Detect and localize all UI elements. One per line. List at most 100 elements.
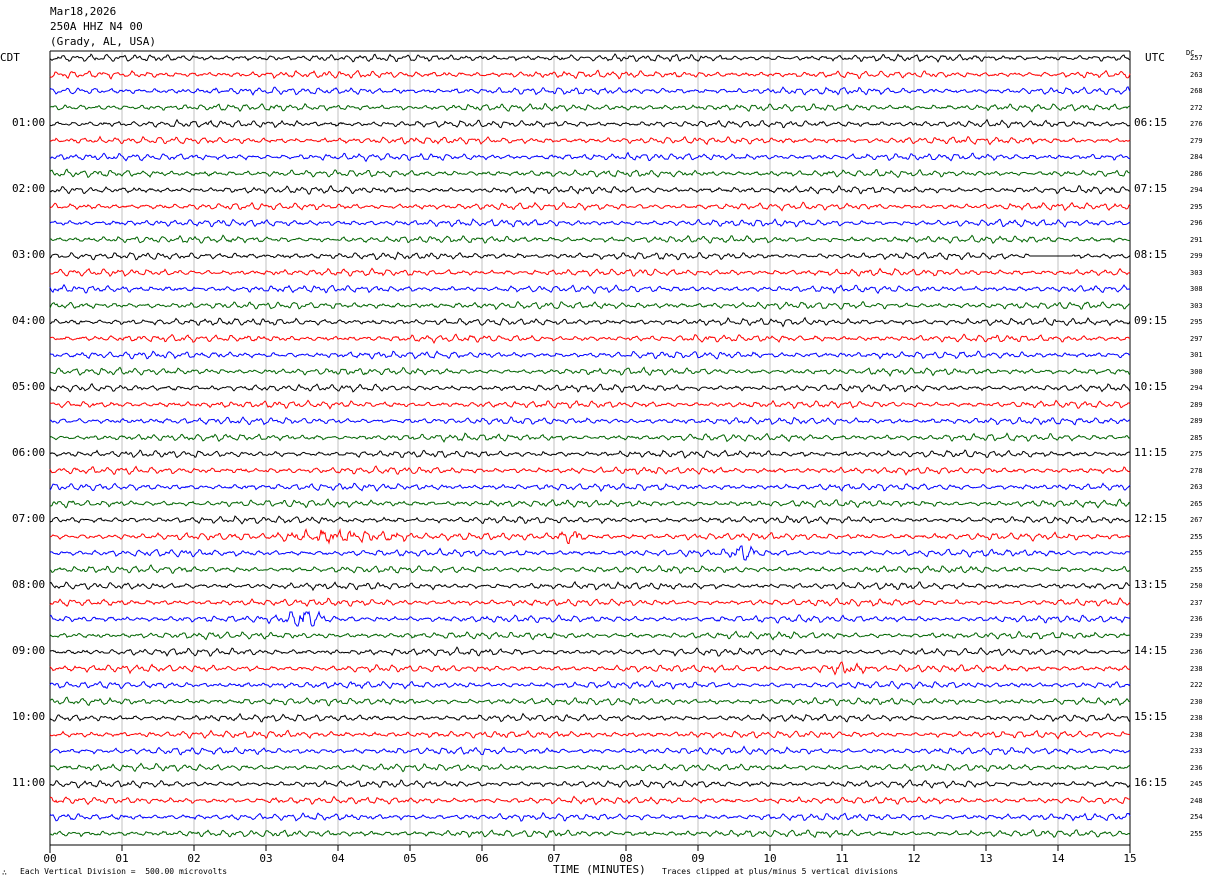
seismic-trace — [49, 383, 1131, 393]
dc-offset-value: 299 — [1190, 252, 1203, 260]
dc-offset-value: 254 — [1190, 813, 1203, 821]
x-tick-label: 08 — [619, 852, 632, 865]
dc-offset-value: 295 — [1190, 202, 1203, 211]
dc-offset-value: 248 — [1190, 796, 1203, 805]
dc-offset-value: 263 — [1190, 483, 1203, 491]
right-hour-label: 14:15 — [1134, 644, 1168, 657]
seismic-trace — [49, 811, 1131, 822]
seismic-trace — [49, 515, 1131, 525]
seismic-trace — [49, 829, 1131, 839]
x-tick-label: 02 — [187, 852, 200, 865]
dc-offset-value: 275 — [1190, 450, 1203, 458]
right-hour-label: 11:15 — [1134, 446, 1168, 459]
dc-offset-value: 294 — [1190, 186, 1203, 194]
dc-offset-value: 239 — [1190, 631, 1203, 640]
right-hour-label: 08:15 — [1134, 248, 1168, 261]
x-tick-label: 09 — [691, 852, 704, 865]
left-timezone-label: CDT — [0, 51, 20, 64]
left-hour-label: 11:00 — [12, 776, 46, 789]
left-hour-label: 02:00 — [12, 182, 46, 195]
seismic-trace — [49, 580, 1131, 592]
dc-offset-value: 245 — [1190, 780, 1203, 788]
seismic-trace — [49, 399, 1131, 410]
right-hour-label: 15:15 — [1134, 710, 1168, 723]
x-tick-label: 00 — [43, 852, 56, 865]
seismic-trace — [49, 661, 1131, 676]
seismic-trace — [49, 465, 1131, 476]
x-tick-label: 14 — [1051, 852, 1065, 865]
seismic-trace — [49, 680, 1131, 690]
seismic-trace — [49, 597, 1131, 607]
right-hour-label: 16:15 — [1134, 776, 1168, 789]
dc-offset-value: 272 — [1190, 103, 1203, 112]
dc-offset-value: 289 — [1190, 417, 1203, 425]
seismic-trace — [49, 366, 1131, 378]
dc-offset-value: 238 — [1190, 714, 1203, 722]
seismic-trace — [49, 135, 1131, 146]
dc-offset-value: 276 — [1190, 120, 1203, 128]
dc-offset-value: 285 — [1190, 433, 1203, 442]
seismic-trace — [49, 564, 1131, 575]
seismic-trace — [49, 102, 1131, 113]
seismic-trace — [49, 333, 1131, 344]
left-hour-label: 04:00 — [12, 314, 46, 327]
header-date: Mar18,2026 — [50, 5, 117, 18]
seismic-trace — [49, 234, 1131, 244]
x-tick-label: 05 — [403, 852, 416, 865]
dc-offset-value: 236 — [1190, 763, 1203, 772]
dc-offset-value: 257 — [1190, 54, 1203, 62]
seismic-trace — [49, 251, 1131, 261]
dc-label: DC — [1186, 49, 1195, 57]
dc-offset-value: 255 — [1190, 565, 1203, 574]
dc-offset-value: 297 — [1190, 334, 1203, 343]
dc-offset-value: 294 — [1190, 384, 1203, 392]
seismic-trace — [49, 118, 1131, 129]
dc-offset-value: 255 — [1190, 549, 1203, 557]
dc-offset-value: 301 — [1190, 351, 1203, 359]
dc-offset-value: 236 — [1190, 615, 1203, 623]
left-hour-label: 05:00 — [12, 380, 46, 393]
seismic-trace — [49, 201, 1131, 212]
seismic-trace — [50, 267, 1131, 278]
dc-offset-value: 291 — [1190, 235, 1203, 244]
right-hour-label: 13:15 — [1134, 578, 1168, 591]
x-tick-label: 10 — [763, 852, 776, 865]
seismic-trace — [49, 416, 1131, 426]
right-hour-label: 12:15 — [1134, 512, 1168, 525]
clip-note: Traces clipped at plus/minus 5 vertical … — [662, 867, 899, 876]
seismic-trace — [49, 53, 1131, 63]
x-tick-label: 15 — [1123, 852, 1136, 865]
seismic-trace — [49, 729, 1131, 740]
seismic-trace — [49, 300, 1131, 311]
seismic-trace — [49, 86, 1131, 96]
x-tick-label: 12 — [907, 852, 920, 865]
dc-offset-value: 300 — [1190, 367, 1203, 376]
dc-offset-value: 286 — [1190, 169, 1203, 178]
seismic-trace — [49, 350, 1131, 360]
seismic-trace — [49, 630, 1131, 641]
right-hour-label: 07:15 — [1134, 182, 1168, 195]
dc-offset-value: 255 — [1190, 532, 1203, 541]
header-location: (Grady, AL, USA) — [50, 35, 156, 48]
dc-offset-value: 250 — [1190, 582, 1203, 590]
dc-offset-value: 296 — [1190, 219, 1203, 227]
seismic-trace — [49, 432, 1131, 443]
left-hour-label: 03:00 — [12, 248, 46, 261]
dc-offset-value: 222 — [1190, 681, 1203, 689]
dc-offset-value: 268 — [1190, 87, 1203, 95]
dc-offset-value: 236 — [1190, 648, 1203, 656]
dc-offset-value: 295 — [1190, 318, 1203, 326]
dc-offset-value: 303 — [1190, 268, 1203, 277]
seismic-trace — [49, 545, 1131, 561]
dc-offset-value: 255 — [1190, 829, 1203, 838]
x-tick-label: 01 — [115, 852, 128, 865]
seismic-trace — [49, 316, 1131, 328]
seismic-trace — [49, 762, 1131, 773]
dc-offset-value: 289 — [1190, 400, 1203, 409]
dc-offset-value: 279 — [1190, 136, 1203, 145]
seismic-trace — [49, 646, 1131, 657]
dc-offset-value: 265 — [1190, 499, 1203, 508]
right-hour-label: 10:15 — [1134, 380, 1168, 393]
dc-offset-value: 267 — [1190, 516, 1203, 524]
